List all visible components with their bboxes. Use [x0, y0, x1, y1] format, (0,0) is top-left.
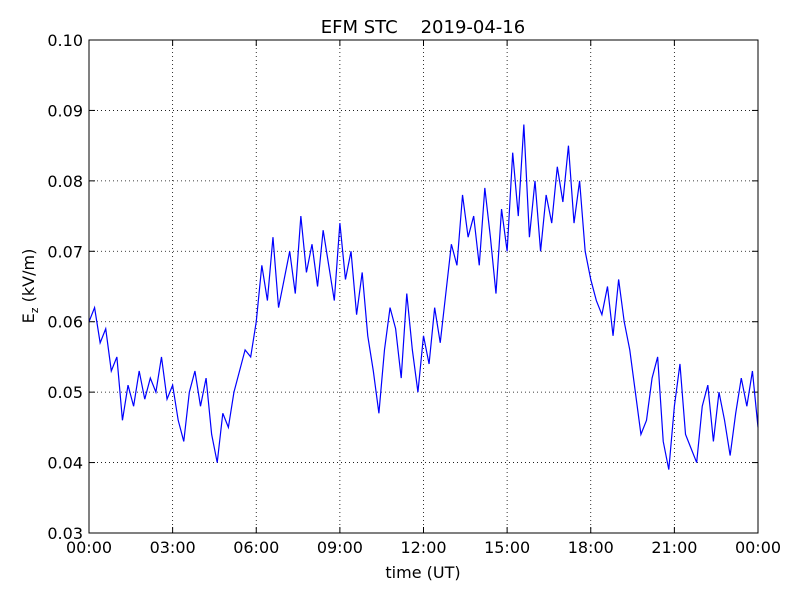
- x-tick-label: 18:00: [568, 538, 614, 557]
- y-tick-label: 0.09: [47, 101, 83, 120]
- x-axis-label: time (UT): [385, 563, 460, 582]
- y-tick-label: 0.03: [47, 524, 83, 543]
- y-tick-label: 0.07: [47, 242, 83, 261]
- y-tick-label: 0.04: [47, 454, 83, 473]
- x-tick-label: 00:00: [66, 538, 112, 557]
- x-tick-label: 15:00: [484, 538, 530, 557]
- y-tick-label: 0.08: [47, 172, 83, 191]
- y-axis-label: Ez (kV/m): [19, 249, 41, 324]
- x-tick-label: 21:00: [651, 538, 697, 557]
- plot-frame: [88, 39, 759, 534]
- x-tick-label: 09:00: [317, 538, 363, 557]
- y-label-sub: z: [28, 307, 41, 313]
- x-tick-label: 03:00: [150, 538, 196, 557]
- x-tick-label: 12:00: [400, 538, 446, 557]
- x-tick-label: 06:00: [233, 538, 279, 557]
- y-tick-label: 0.10: [47, 31, 83, 50]
- y-label-unit: (kV/m): [19, 249, 38, 308]
- chart-title: EFM STC 2019-04-16: [321, 17, 525, 38]
- y-label-main: E: [19, 313, 38, 323]
- y-tick-label: 0.06: [47, 313, 83, 332]
- data-line: [88, 124, 759, 470]
- y-tick-label: 0.05: [47, 383, 83, 402]
- x-tick-label: 00:00: [735, 538, 781, 557]
